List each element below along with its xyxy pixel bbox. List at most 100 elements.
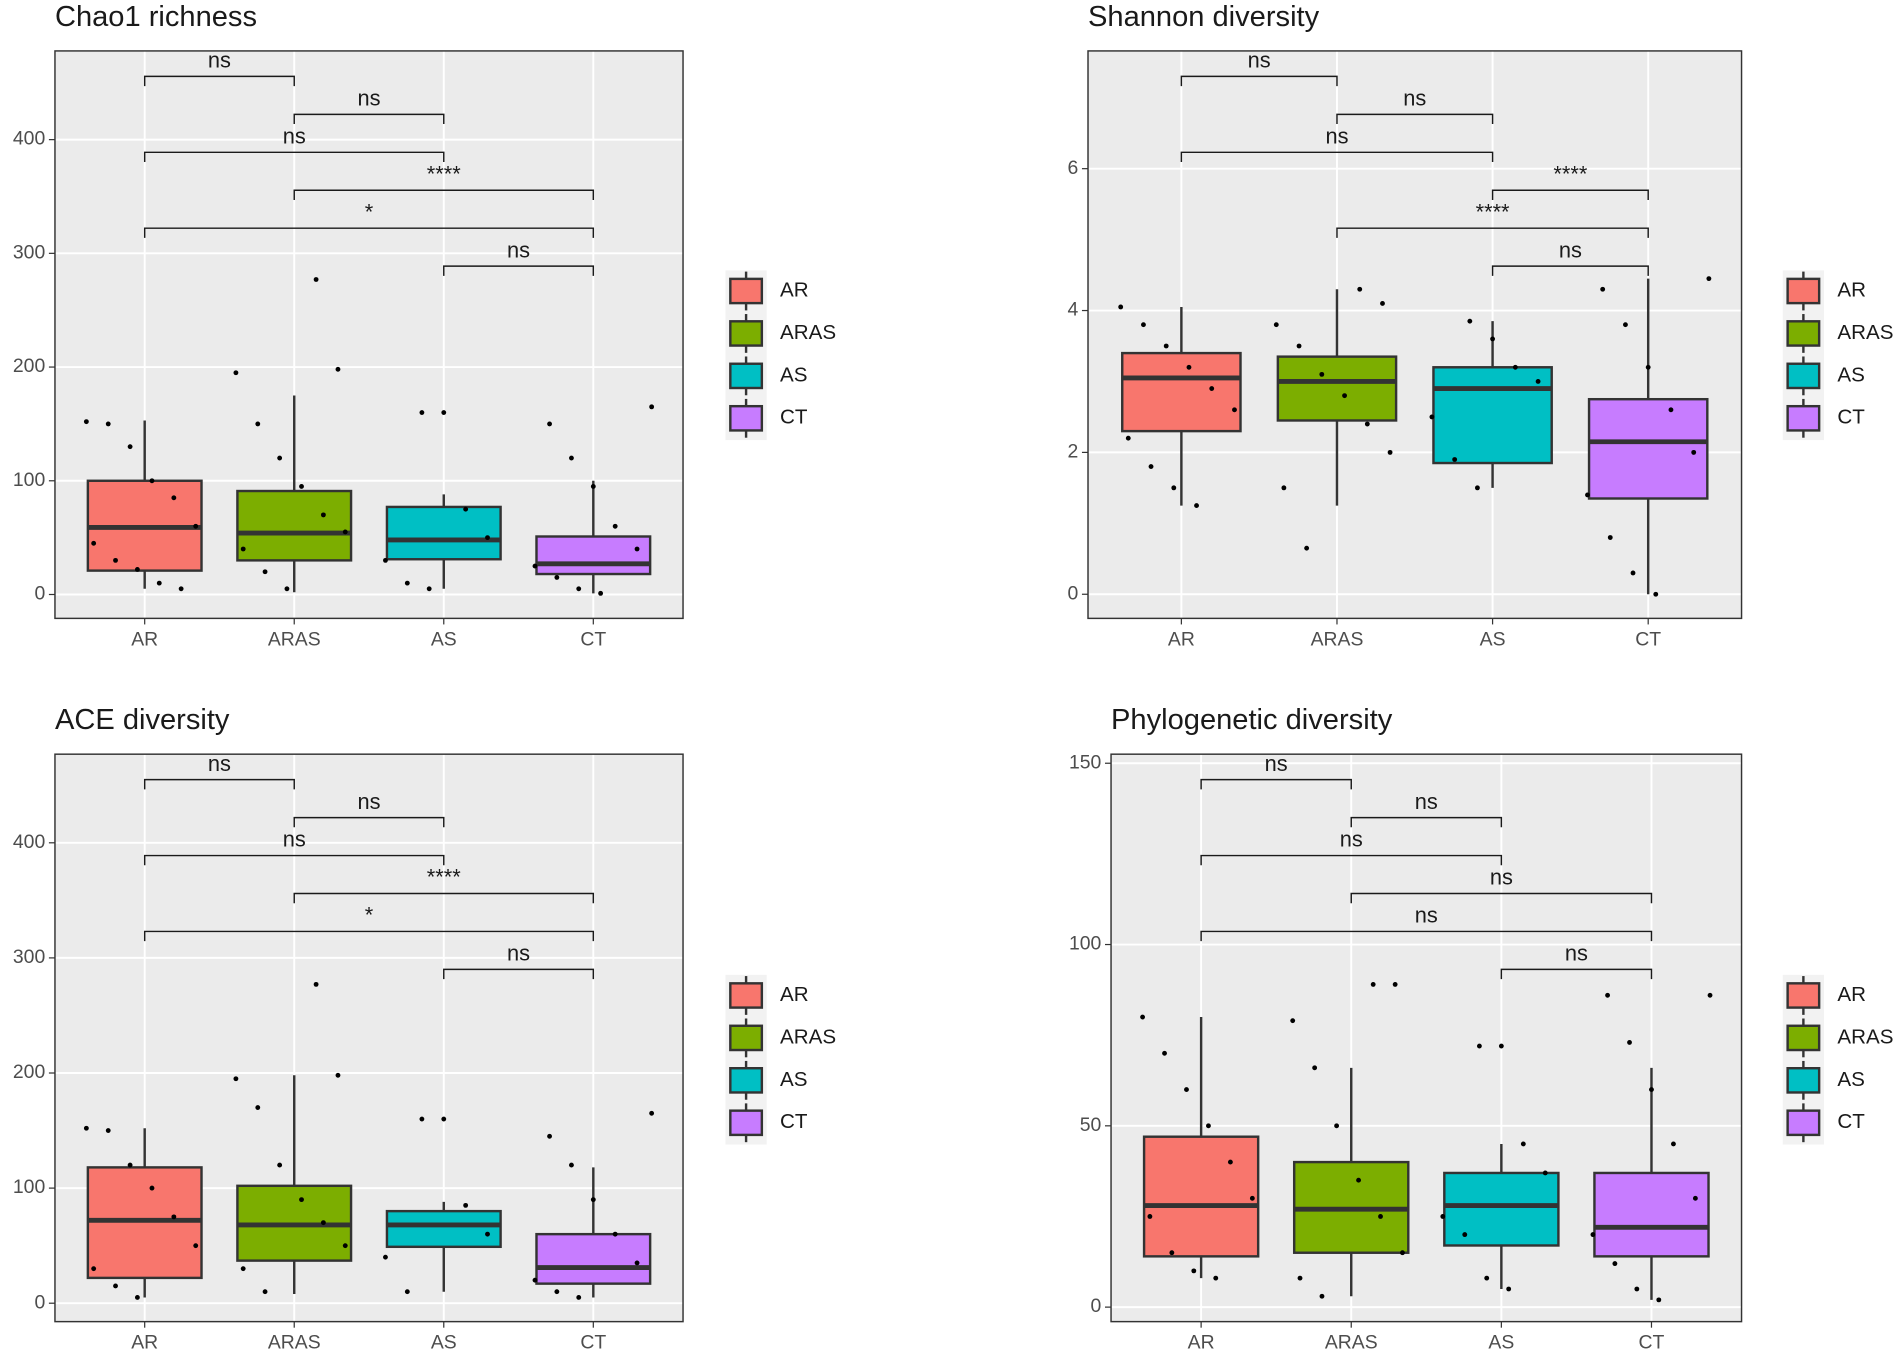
significance-bracket — [1350, 816, 1503, 828]
point — [313, 277, 319, 282]
point — [419, 410, 425, 415]
x-tick-label: ARAS — [1311, 628, 1364, 650]
point — [554, 1289, 560, 1295]
point — [590, 484, 596, 489]
point — [178, 586, 184, 592]
point — [156, 580, 162, 586]
point — [342, 529, 348, 535]
legend-label: AR — [780, 983, 809, 1006]
significance-bracket — [1180, 151, 1494, 162]
box — [1443, 1171, 1560, 1247]
point — [299, 1197, 304, 1203]
point — [1476, 1043, 1482, 1049]
point — [404, 580, 410, 586]
point — [171, 1214, 177, 1220]
significance-bracket — [293, 816, 445, 828]
legend-label: AS — [780, 363, 808, 386]
point — [1290, 1018, 1296, 1024]
significance-bracket — [1491, 265, 1649, 276]
significance-bracket — [1491, 189, 1649, 200]
point — [1304, 545, 1310, 551]
point — [649, 404, 655, 410]
point — [1191, 1268, 1197, 1274]
x-tick-label: CT — [1635, 628, 1661, 650]
legend-key — [1786, 1066, 1821, 1094]
point — [1380, 301, 1385, 306]
y-tick-label: 300 — [13, 241, 46, 263]
point — [1653, 591, 1659, 597]
significance-label: ns — [1265, 751, 1288, 776]
point — [1630, 570, 1636, 576]
point — [134, 567, 140, 572]
point — [1520, 1141, 1526, 1147]
x-tick-label: ARAS — [268, 628, 321, 650]
point — [1249, 1195, 1255, 1201]
point — [1319, 371, 1325, 377]
point — [441, 1116, 447, 1122]
significance-label: ns — [283, 827, 306, 852]
significance-bracket — [1350, 892, 1653, 904]
point — [320, 1220, 326, 1226]
point — [233, 370, 239, 376]
point — [105, 1128, 111, 1133]
point — [590, 1197, 596, 1203]
box — [535, 535, 652, 576]
point — [463, 1202, 469, 1208]
y-tick-label: 100 — [1069, 933, 1102, 955]
point — [313, 981, 319, 987]
significance-bracket — [143, 227, 595, 238]
point — [1612, 1261, 1618, 1267]
significance-label: * — [365, 903, 374, 928]
legend-label: AS — [780, 1068, 808, 1091]
legend-label: AS — [1837, 1068, 1865, 1091]
significance-label: ns — [1403, 86, 1426, 111]
point — [255, 421, 261, 427]
legend-label: ARAS — [780, 321, 836, 344]
panel-border — [54, 753, 684, 1323]
point — [1512, 364, 1518, 370]
y-tick-label: 2 — [1068, 441, 1079, 463]
y-tick-label: 300 — [13, 946, 46, 968]
significance-label: ns — [1559, 237, 1582, 262]
point — [335, 1072, 341, 1078]
x-tick-label: CT — [1639, 1332, 1665, 1354]
legend-key — [729, 404, 764, 432]
point — [1312, 1065, 1318, 1071]
x-tick-label: AS — [431, 628, 457, 650]
significance-label: ns — [1325, 124, 1348, 149]
point — [1542, 1170, 1548, 1176]
point — [240, 546, 246, 552]
point — [1356, 1177, 1361, 1183]
panel-border — [1110, 753, 1743, 1323]
x-tick-label: AR — [1188, 1332, 1215, 1354]
x-tick-label: AR — [131, 1332, 158, 1354]
point — [1357, 286, 1363, 292]
point — [463, 506, 469, 512]
point — [649, 1110, 655, 1116]
box — [385, 505, 502, 561]
point — [1692, 1195, 1698, 1201]
point — [193, 523, 199, 529]
point — [1334, 1123, 1340, 1129]
legend-label: AR — [1837, 983, 1866, 1006]
point — [419, 1116, 425, 1122]
point — [1194, 503, 1199, 509]
point — [1429, 414, 1435, 420]
legend-label: AS — [1837, 363, 1865, 386]
significance-bracket — [293, 189, 595, 200]
point — [576, 586, 582, 592]
point — [1140, 1014, 1145, 1020]
significance-bracket — [1200, 854, 1503, 866]
point — [1364, 421, 1370, 427]
significance-label: ns — [507, 941, 530, 966]
significance-label: ns — [208, 751, 231, 776]
point — [113, 557, 118, 563]
significance-label: **** — [1476, 199, 1510, 224]
point — [299, 484, 304, 489]
point — [1281, 485, 1287, 491]
significance-label: ns — [208, 48, 231, 73]
point — [554, 575, 560, 580]
y-tick-label: 400 — [13, 128, 46, 150]
box — [1276, 355, 1398, 422]
